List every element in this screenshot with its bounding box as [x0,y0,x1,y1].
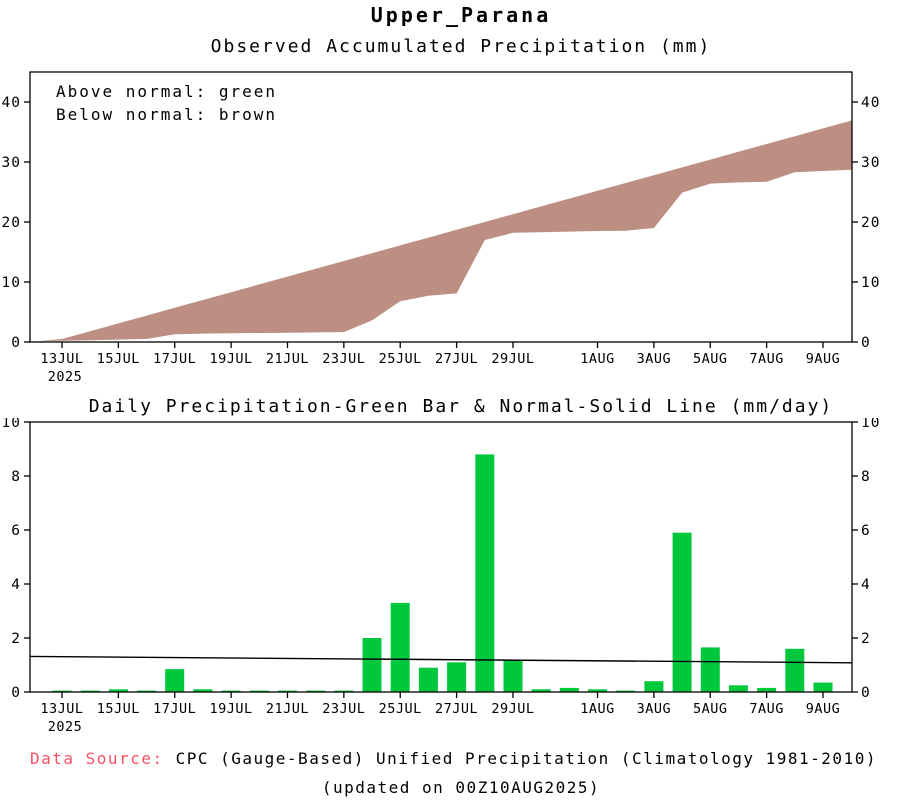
svg-text:1AUG: 1AUG [580,351,615,367]
svg-text:9AUG: 9AUG [806,351,841,367]
svg-text:6: 6 [11,523,21,539]
legend-above-normal: Above normal: green [56,82,278,101]
legend: Above normal: green Below normal: brown [56,80,277,126]
svg-text:30: 30 [861,155,880,171]
svg-text:23JUL: 23JUL [322,701,365,717]
svg-text:27JUL: 27JUL [435,701,478,717]
svg-text:13JUL: 13JUL [40,701,83,717]
svg-text:20: 20 [2,215,21,231]
svg-text:40: 40 [861,95,880,111]
legend-below-normal: Below normal: brown [56,105,278,124]
svg-text:30: 30 [2,155,21,171]
svg-text:15JUL: 15JUL [97,701,140,717]
svg-text:17JUL: 17JUL [153,351,196,367]
svg-text:2025: 2025 [48,369,83,385]
updated-line: (updated on 00Z10AUG2025) [321,778,601,797]
data-source-line: Data Source: CPC (Gauge-Based) Unified Pr… [30,749,877,768]
svg-text:25JUL: 25JUL [379,351,422,367]
svg-text:5AUG: 5AUG [693,351,728,367]
svg-text:10: 10 [2,275,21,291]
svg-text:2: 2 [11,631,21,647]
svg-text:21JUL: 21JUL [266,701,309,717]
svg-text:4: 4 [861,577,871,593]
data-source-label: Data Source: [30,749,164,768]
svg-text:21JUL: 21JUL [266,351,309,367]
svg-text:8: 8 [861,469,871,485]
svg-text:0: 0 [861,335,871,351]
svg-text:4: 4 [11,577,21,593]
daily-precip-plot: 0 0 2 2 4 4 6 6 8 8 10 10 13JUL 15JUL 17JUL 19JUL 21JUL 2… [2,418,880,735]
svg-text:6: 6 [861,523,871,539]
accumulated-chart-title: Observed Accumulated Precipitation (mm) [210,36,712,57]
svg-text:10: 10 [861,418,880,431]
svg-text:0: 0 [861,685,871,701]
svg-text:0: 0 [11,685,21,701]
svg-text:0: 0 [11,335,21,351]
svg-text:23JUL: 23JUL [322,351,365,367]
svg-text:20: 20 [861,215,880,231]
accumulated-precip-plot: 0 0 10 10 20 20 30 30 40 40 13JUL 15JUL 17JUL 19JUL 21… [2,71,880,385]
data-source-text: CPC (Gauge-Based) Unified Precipitation … [175,749,877,768]
page-title: Upper_Parana [370,3,552,27]
svg-text:2025: 2025 [48,719,83,735]
svg-text:13JUL: 13JUL [40,351,83,367]
svg-text:29JUL: 29JUL [491,351,534,367]
svg-text:5AUG: 5AUG [693,701,728,717]
svg-text:8: 8 [11,469,21,485]
svg-text:15JUL: 15JUL [97,351,140,367]
svg-text:25JUL: 25JUL [379,701,422,717]
svg-text:9AUG: 9AUG [806,701,841,717]
svg-text:7AUG: 7AUG [749,701,784,717]
svg-text:27JUL: 27JUL [435,351,478,367]
svg-text:29JUL: 29JUL [491,701,534,717]
svg-text:2: 2 [861,631,871,647]
svg-text:19JUL: 19JUL [210,701,253,717]
daily-chart-title: Daily Precipitation-Green Bar & Normal-S… [88,396,834,417]
svg-text:3AUG: 3AUG [637,351,672,367]
svg-text:3AUG: 3AUG [637,701,672,717]
svg-text:10: 10 [2,418,21,431]
svg-text:17JUL: 17JUL [153,701,196,717]
svg-text:1AUG: 1AUG [580,701,615,717]
svg-text:40: 40 [2,95,21,111]
svg-text:7AUG: 7AUG [749,351,784,367]
svg-text:19JUL: 19JUL [210,351,253,367]
svg-text:10: 10 [861,275,880,291]
